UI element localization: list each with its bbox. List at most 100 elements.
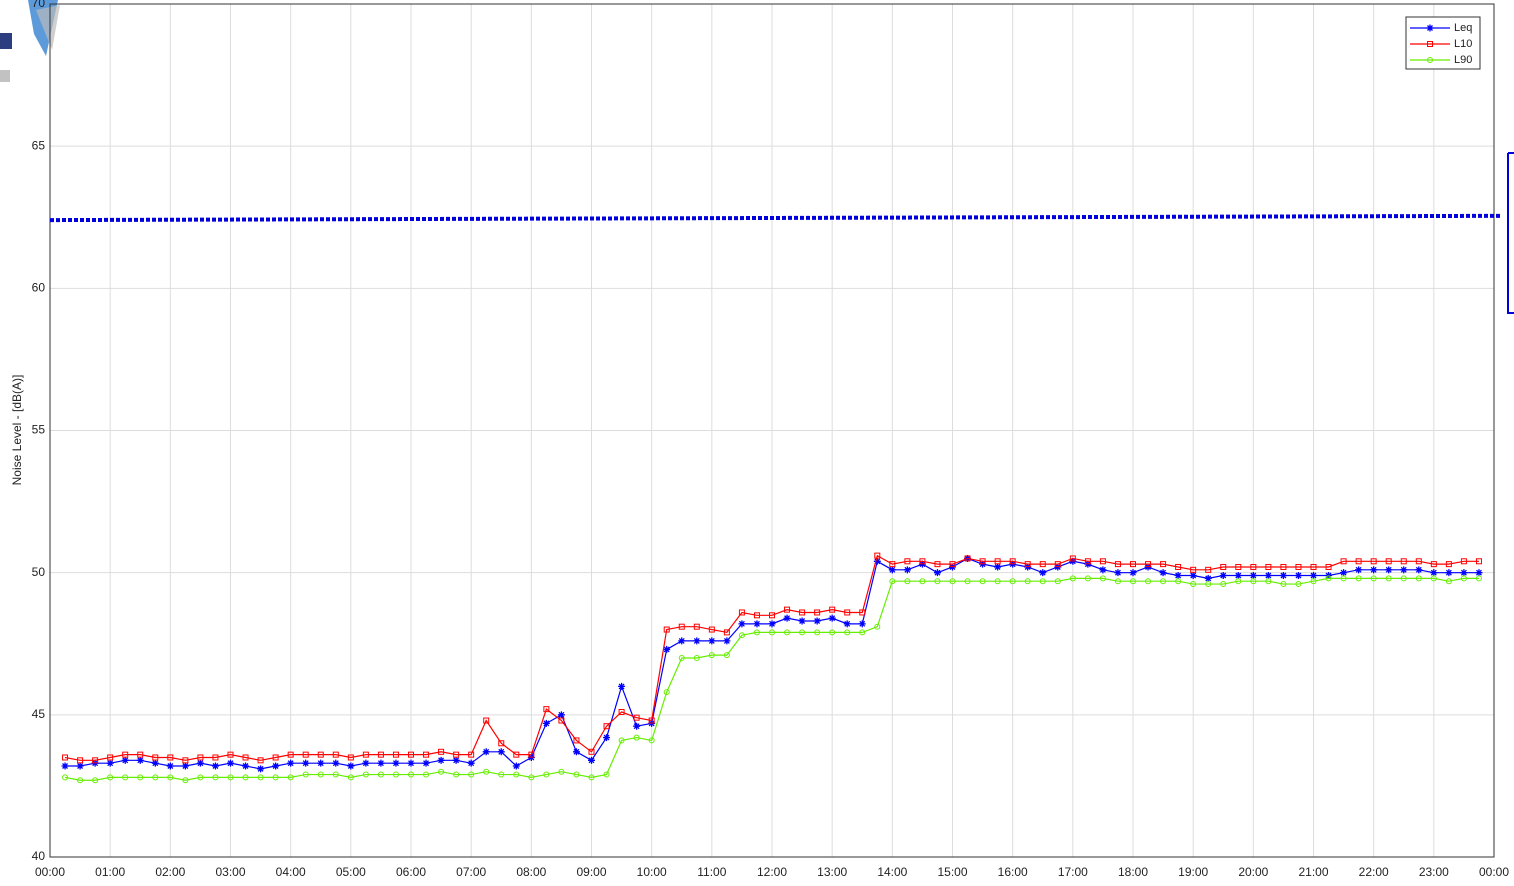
marker [166, 762, 174, 770]
marker [1445, 569, 1453, 577]
marker [889, 578, 896, 585]
marker [573, 737, 580, 744]
marker [513, 771, 520, 778]
marker [603, 771, 610, 778]
marker [678, 654, 685, 661]
marker [467, 759, 475, 767]
marker [1340, 575, 1347, 582]
marker [708, 637, 716, 645]
marker [392, 771, 399, 778]
marker [482, 748, 490, 756]
marker [1039, 578, 1046, 585]
marker [723, 629, 730, 636]
marker [573, 771, 580, 778]
marker [1415, 566, 1423, 574]
marker [588, 774, 595, 781]
marker [1415, 575, 1422, 582]
marker [844, 629, 851, 636]
marker [542, 719, 550, 727]
marker [77, 777, 84, 784]
y-tick-label: 40 [32, 849, 46, 863]
marker [603, 734, 611, 742]
marker [708, 652, 715, 659]
x-tick-label: 08:00 [516, 865, 546, 879]
marker [829, 629, 836, 636]
marker [1385, 566, 1393, 574]
marker [438, 768, 445, 775]
marker [829, 606, 836, 613]
marker [452, 756, 460, 764]
marker [468, 771, 475, 778]
x-tick-label: 18:00 [1118, 865, 1148, 879]
marker [122, 774, 129, 781]
x-tick-label: 10:00 [637, 865, 667, 879]
marker [738, 620, 746, 628]
marker [1295, 563, 1302, 570]
x-tick-label: 20:00 [1238, 865, 1268, 879]
marker [633, 734, 640, 741]
marker [392, 751, 399, 758]
marker [136, 756, 144, 764]
marker [272, 774, 279, 781]
marker [753, 612, 760, 619]
marker [934, 578, 941, 585]
marker [693, 654, 700, 661]
marker [1039, 569, 1047, 577]
marker [137, 774, 144, 781]
marker [1220, 581, 1227, 588]
marker [197, 774, 204, 781]
marker [979, 578, 986, 585]
marker [437, 756, 445, 764]
x-tick-label: 11:00 [697, 865, 726, 879]
marker [1024, 578, 1031, 585]
marker [663, 645, 671, 653]
marker [62, 754, 69, 761]
y-axis-label: Noise Level - [dB(A)] [10, 375, 24, 486]
marker [332, 771, 339, 778]
marker [1054, 578, 1061, 585]
x-tick-label: 00:00 [35, 865, 65, 879]
marker [1295, 581, 1302, 588]
marker [1009, 578, 1016, 585]
marker [1355, 575, 1362, 582]
marker [618, 682, 626, 690]
y-tick-label: 65 [32, 138, 46, 152]
series-line [64, 577, 1479, 781]
marker [107, 754, 114, 761]
marker [77, 757, 84, 764]
marker [1310, 578, 1317, 585]
marker [1280, 581, 1287, 588]
marker [498, 771, 505, 778]
marker [1189, 572, 1197, 580]
marker [1205, 581, 1212, 588]
marker [1024, 561, 1031, 568]
marker [227, 751, 234, 758]
marker [768, 620, 776, 628]
marker [557, 711, 565, 719]
marker [377, 759, 385, 767]
marker [933, 569, 941, 577]
marker [618, 708, 625, 715]
marker [1039, 561, 1046, 568]
marker [92, 757, 99, 764]
marker [994, 578, 1001, 585]
marker [1415, 558, 1422, 565]
marker [242, 774, 249, 781]
x-tick-label: 21:00 [1298, 865, 1328, 879]
x-tick-label: 23:00 [1419, 865, 1449, 879]
marker [1325, 575, 1332, 582]
marker [212, 774, 219, 781]
marker [61, 762, 69, 770]
marker [453, 751, 460, 758]
marker [1069, 575, 1076, 582]
marker [723, 637, 731, 645]
marker [814, 629, 821, 636]
marker [1475, 569, 1483, 577]
marker [137, 751, 144, 758]
marker [1430, 569, 1438, 577]
marker [799, 609, 806, 616]
marker [287, 774, 294, 781]
marker [1355, 566, 1363, 574]
marker [814, 609, 821, 616]
marker [121, 756, 129, 764]
